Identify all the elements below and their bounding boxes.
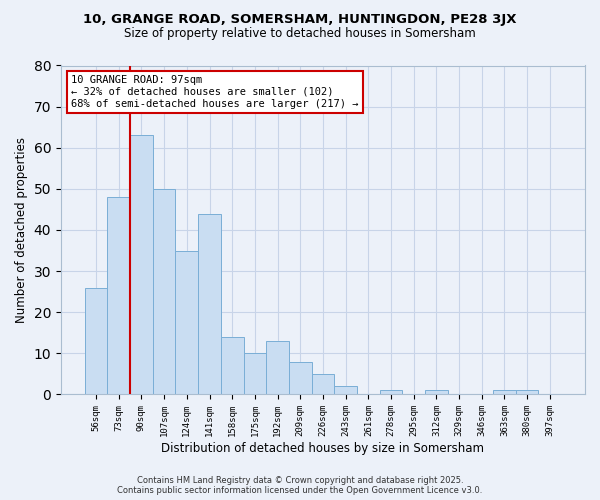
- X-axis label: Distribution of detached houses by size in Somersham: Distribution of detached houses by size …: [161, 442, 484, 455]
- Bar: [425, 390, 448, 394]
- Bar: [380, 390, 403, 394]
- Bar: [221, 337, 244, 394]
- Bar: [334, 386, 357, 394]
- Bar: [289, 362, 311, 394]
- Text: 10 GRANGE ROAD: 97sqm
← 32% of detached houses are smaller (102)
68% of semi-det: 10 GRANGE ROAD: 97sqm ← 32% of detached …: [71, 76, 359, 108]
- Bar: [153, 189, 175, 394]
- Bar: [175, 250, 198, 394]
- Bar: [107, 197, 130, 394]
- Bar: [266, 341, 289, 394]
- Bar: [516, 390, 538, 394]
- Text: Size of property relative to detached houses in Somersham: Size of property relative to detached ho…: [124, 28, 476, 40]
- Text: 10, GRANGE ROAD, SOMERSHAM, HUNTINGDON, PE28 3JX: 10, GRANGE ROAD, SOMERSHAM, HUNTINGDON, …: [83, 12, 517, 26]
- Bar: [311, 374, 334, 394]
- Bar: [493, 390, 516, 394]
- Bar: [244, 354, 266, 395]
- Bar: [85, 288, 107, 395]
- Y-axis label: Number of detached properties: Number of detached properties: [15, 137, 28, 323]
- Bar: [198, 214, 221, 394]
- Text: Contains HM Land Registry data © Crown copyright and database right 2025.
Contai: Contains HM Land Registry data © Crown c…: [118, 476, 482, 495]
- Bar: [130, 136, 153, 394]
